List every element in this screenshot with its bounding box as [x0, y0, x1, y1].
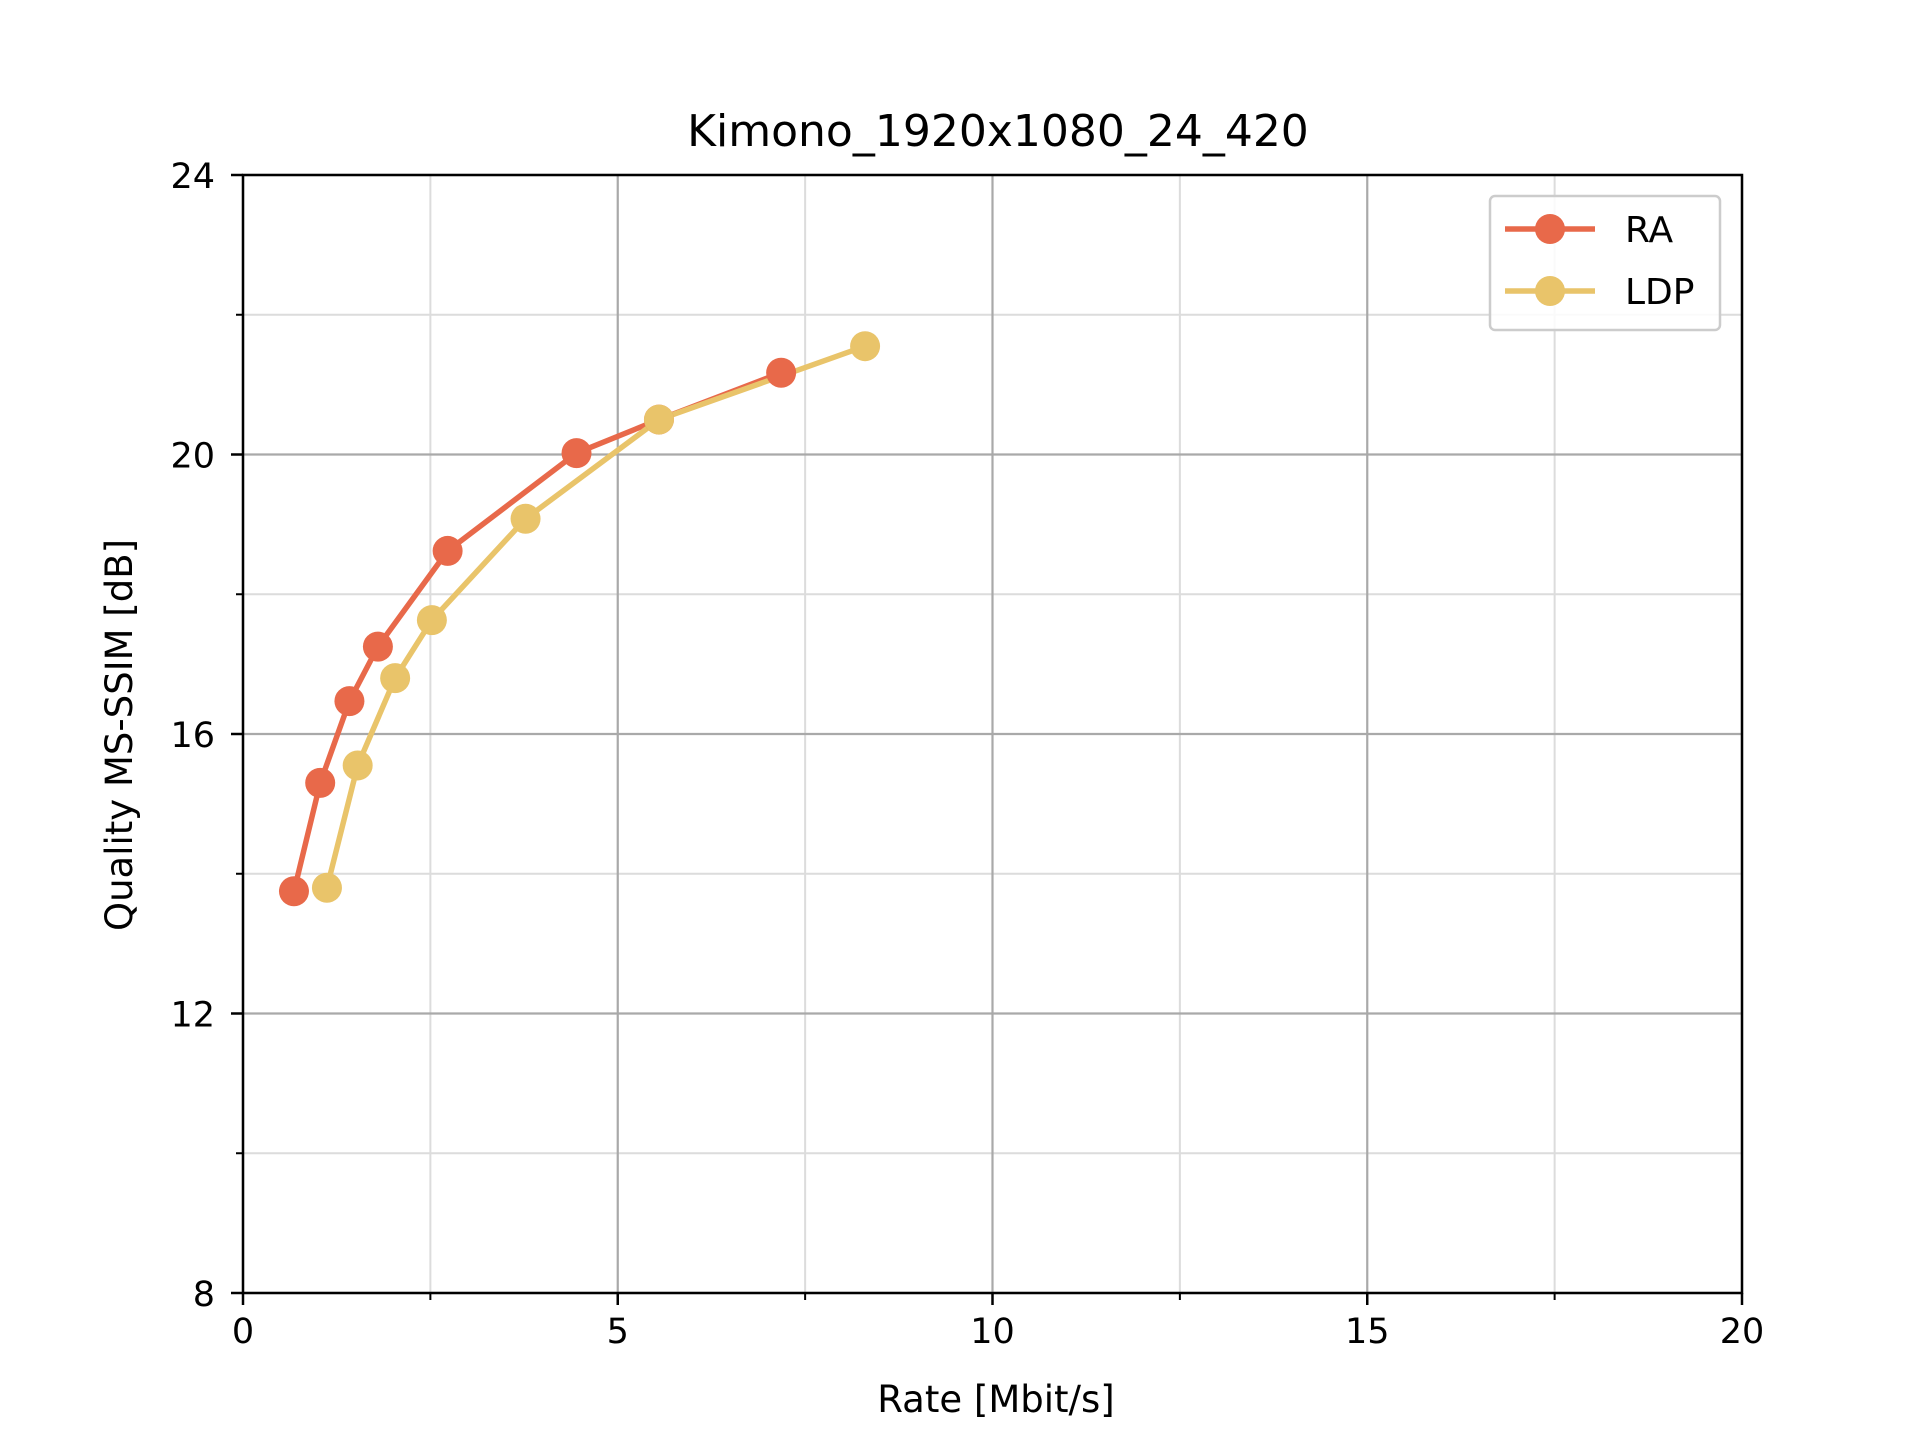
plot-area: 0 5 10 15 20 8 12 16 20 24 RA LDP [170, 157, 1764, 1352]
y-tick-label: 8 [193, 1275, 215, 1315]
x-tick-label: 5 [607, 1312, 629, 1352]
legend-label-ldp: LDP [1625, 272, 1695, 313]
data-point-ldp [510, 503, 541, 534]
y-tick-label: 12 [170, 996, 215, 1036]
data-point-ldp [342, 750, 373, 781]
data-point-ra [561, 438, 592, 469]
data-point-ra [432, 535, 463, 566]
data-point-ra [766, 357, 797, 388]
data-point-ldp [380, 663, 411, 694]
x-tick-label: 10 [970, 1312, 1015, 1352]
chart-title: Kimono_1920x1080_24_420 [687, 106, 1309, 157]
y-tick-label: 20 [170, 437, 215, 477]
legend-label-ra: RA [1625, 210, 1674, 251]
y-axis-label: Quality MS-SSIM [dB] [98, 539, 141, 931]
data-point-ldp [643, 404, 674, 435]
x-tick-label: 20 [1720, 1312, 1765, 1352]
data-point-ra [278, 876, 309, 907]
y-tick-label: 16 [170, 716, 215, 756]
legend: RA LDP [1488, 194, 1722, 332]
data-point-ldp [311, 872, 342, 903]
data-point-ra [334, 686, 365, 717]
data-point-ldp [416, 605, 447, 636]
legend-marker-ldp [1535, 276, 1565, 306]
x-tick-label: 0 [232, 1312, 254, 1352]
x-axis-label: Rate [Mbit/s] [877, 1378, 1114, 1421]
data-point-ra [305, 767, 336, 798]
data-point-ra [362, 631, 393, 662]
data-point-ldp [850, 331, 881, 362]
y-tick-label: 24 [170, 157, 215, 197]
legend-marker-ra [1535, 214, 1565, 244]
x-tick-label: 15 [1345, 1312, 1390, 1352]
